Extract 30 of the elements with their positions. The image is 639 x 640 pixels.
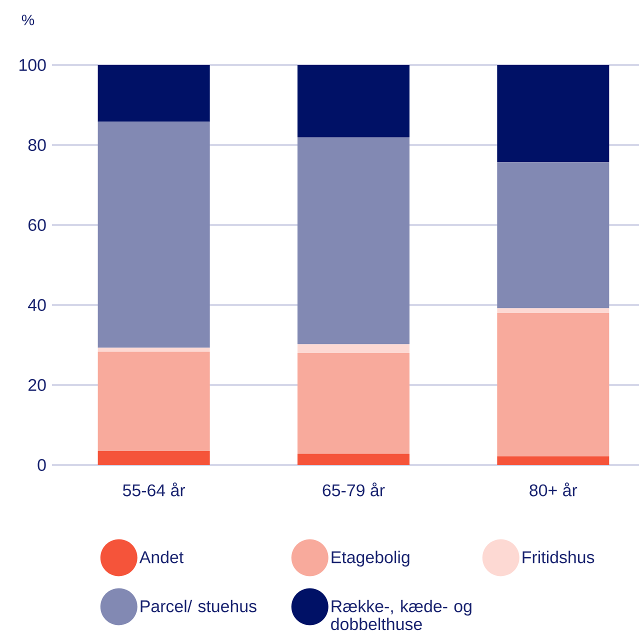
x-tick-label: 80+ år <box>530 482 578 496</box>
bar <box>497 312 610 456</box>
x-tick-label: 55-64 år <box>122 482 186 496</box>
y-axis-title: % <box>22 14 34 26</box>
y-tick-label: 40 <box>28 298 46 311</box>
bar <box>297 137 410 344</box>
bar <box>497 162 610 308</box>
legend-label: Etagebolig <box>332 550 410 567</box>
y-tick-label: 80 <box>28 138 46 151</box>
bar <box>98 122 210 348</box>
legend-label: Parcel/ stuehus <box>140 600 256 612</box>
legend-label: Række-, kæde- og dobbelthuse <box>331 600 472 630</box>
legend-label: Fritidshus <box>522 550 594 564</box>
y-tick-label: 60 <box>28 218 46 231</box>
y-tick-label: 0 <box>38 459 46 471</box>
bar <box>98 64 210 122</box>
bar <box>297 344 410 353</box>
bar <box>98 450 210 465</box>
bar <box>497 64 610 162</box>
y-tick-label: 100 <box>20 58 46 71</box>
bar <box>297 352 410 454</box>
legend-label: Andet <box>139 550 184 564</box>
bar <box>497 308 610 313</box>
bar <box>98 348 210 352</box>
y-tick-label: 20 <box>28 378 46 391</box>
x-tick-label: 65-79 år <box>322 482 385 496</box>
bar <box>297 64 410 138</box>
bar <box>297 454 410 465</box>
bar <box>98 352 210 451</box>
bar <box>497 456 610 465</box>
